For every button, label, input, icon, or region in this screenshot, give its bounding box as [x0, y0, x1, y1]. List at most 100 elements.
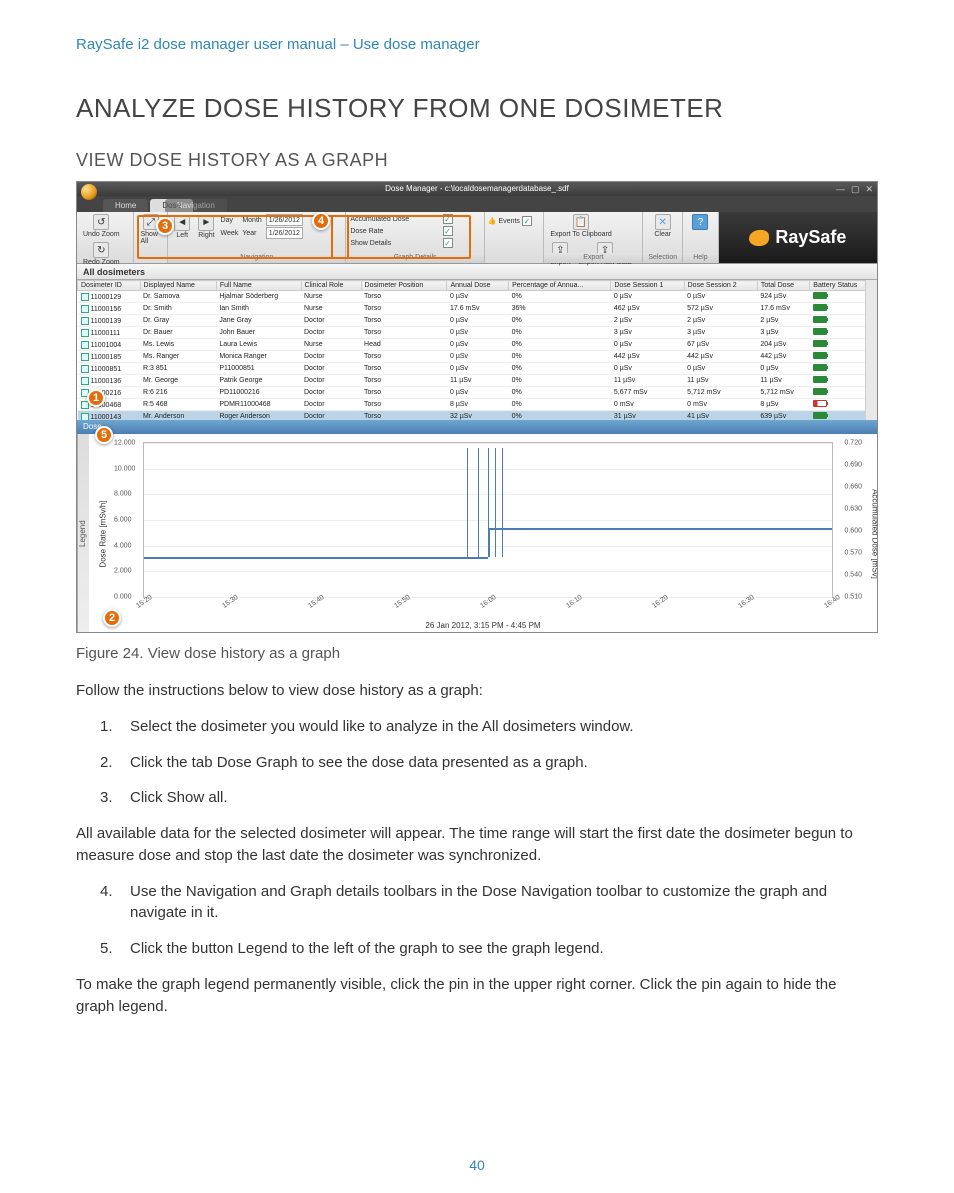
table-header[interactable]: Percentage of Annua... [509, 281, 611, 291]
ribbon-group-label: Export [544, 253, 642, 263]
table-header[interactable]: Annual Dose [447, 281, 509, 291]
table-cell: 11000851 [78, 363, 141, 375]
ribbon-group-graph-details: Accumulated Dose ✓ Dose Rate ✓ Show Detail… [346, 212, 485, 263]
ribbon-group-export: 📋Export To Clipboard ⇪Export ⇪Export Raw… [544, 212, 643, 263]
table-cell: Doctor [301, 327, 361, 339]
step-item: Click Show all. [100, 787, 878, 809]
export-clipboard-button[interactable]: 📋Export To Clipboard [548, 214, 613, 238]
ribbon-group-label: Graph Details [346, 253, 484, 263]
minimize-icon[interactable]: — [836, 182, 845, 196]
nav-right-button[interactable]: ►Right [196, 215, 216, 239]
table-row[interactable]: 11000111Dr. BauerJohn BauerDoctorTorso0 … [78, 327, 877, 339]
nav-date-to[interactable]: 1/26/2012 [266, 227, 303, 239]
table-cell: R:3 851 [140, 363, 216, 375]
table-cell: 11 µSv [611, 375, 684, 387]
step-item: Use the Navigation and Graph details too… [100, 881, 878, 925]
table-cell: 0 µSv [447, 363, 509, 375]
table-header[interactable]: Displayed Name [140, 281, 216, 291]
table-cell: 0% [509, 387, 611, 399]
nav-day-label: Day [221, 217, 239, 224]
table-row[interactable]: 11000468R:5 468PDMR11000468DoctorTorso8 … [78, 399, 877, 411]
y2-axis-label: Accumulated Dose [mSv] [871, 489, 879, 579]
table-row[interactable]: 11000139Dr. GrayJane GrayDoctorTorso0 µS… [78, 315, 877, 327]
clear-selection-button[interactable]: ✕Clear [647, 214, 678, 238]
table-cell: 0% [509, 339, 611, 351]
table-row[interactable]: 11000136Mr. GeorgePatrik GeorgeDoctorTor… [78, 375, 877, 387]
table-cell: 11 µSv [757, 375, 809, 387]
table-cell: PD11000216 [216, 387, 301, 399]
table-cell: 0 µSv [447, 291, 509, 303]
undo-zoom-button[interactable]: ↺Undo Zoom [81, 214, 122, 238]
table-cell: Nurse [301, 339, 361, 351]
callout-5: 5 [95, 426, 113, 444]
show-details-checkbox[interactable]: ✓ [443, 238, 453, 248]
table-cell: 41 µSv [684, 411, 757, 421]
table-header[interactable]: Dose Session 2 [684, 281, 757, 291]
table-header[interactable]: Dose Session 1 [611, 281, 684, 291]
ribbon-group-help: ? Help [683, 212, 719, 263]
table-cell: 0% [509, 327, 611, 339]
table-header[interactable]: Total Dose [757, 281, 809, 291]
nav-left-button[interactable]: ◄Left [172, 215, 192, 239]
table-scrollbar[interactable] [865, 280, 877, 420]
table-cell: 0 µSv [447, 327, 509, 339]
table-cell: 11 µSv [447, 375, 509, 387]
table-cell: 462 µSv [611, 303, 684, 315]
table-cell: Torso [361, 303, 447, 315]
acc-dose-checkbox[interactable]: ✓ [443, 214, 453, 224]
table-cell: 11000136 [78, 375, 141, 387]
ribbon-tab-navigation[interactable]: Navigation [165, 199, 227, 212]
redo-icon: ↻ [93, 242, 109, 258]
show-details-label: Show Details [350, 240, 436, 247]
legend-button[interactable]: Legend [77, 434, 89, 633]
table-header[interactable]: Full Name [216, 281, 301, 291]
table-cell: 0 µSv [757, 363, 809, 375]
table-row[interactable]: 11000129Dr. SamovaHjalmar SöderbergNurse… [78, 291, 877, 303]
table-row[interactable]: 11000143Mr. AndersonRoger AndersonDoctor… [78, 411, 877, 421]
close-icon[interactable]: ✕ [865, 182, 873, 196]
ribbon-group-zoom: ↺Undo Zoom ↻Redo Zoom [77, 212, 134, 263]
table-cell: Nurse [301, 303, 361, 315]
table-header[interactable]: Clinical Role [301, 281, 361, 291]
table-cell: Torso [361, 327, 447, 339]
y-axis-label: Dose Rate [mSv/h] [99, 500, 108, 567]
ribbon-group-label: Navigation [168, 253, 345, 263]
help-button[interactable]: ? [687, 214, 714, 231]
y-tick: 4.000 [114, 542, 132, 549]
table-header[interactable]: Dosimeter Position [361, 281, 447, 291]
table-header[interactable]: Dosimeter ID [78, 281, 141, 291]
table-row[interactable]: 11001004Ms. LewisLaura LewisNurseHead0 µ… [78, 339, 877, 351]
nav-year-label: Year [242, 230, 261, 237]
redo-zoom-button[interactable]: ↻Redo Zoom [81, 242, 122, 266]
table-cell: Doctor [301, 375, 361, 387]
dose-rate-label: Dose Rate [350, 228, 436, 235]
table-cell: 32 µSv [447, 411, 509, 421]
ribbon-tab-home[interactable]: Home [103, 199, 148, 212]
table-cell: Mr. Anderson [140, 411, 216, 421]
table-row[interactable]: 11000185Ms. RangerMonica RangerDoctorTor… [78, 351, 877, 363]
acc-dose-label: Accumulated Dose [350, 216, 436, 223]
table-row[interactable]: 11000851R:3 851P11000851DoctorTorso0 µSv… [78, 363, 877, 375]
nav-date-from[interactable]: 1/26/2012 [266, 214, 303, 226]
x-tick: 15:20 [135, 594, 153, 610]
table-cell: Roger Anderson [216, 411, 301, 421]
app-titlebar: Dose Manager - c:\localdosemanagerdataba… [77, 182, 877, 196]
table-cell: 924 µSv [757, 291, 809, 303]
arrow-right-icon: ► [198, 215, 214, 231]
dose-rate-checkbox[interactable]: ✓ [443, 226, 453, 236]
table-row[interactable]: 11000216R:6 216PD11000216DoctorTorso0 µS… [78, 387, 877, 399]
table-cell: 11000139 [78, 315, 141, 327]
table-cell: Ms. Lewis [140, 339, 216, 351]
maximize-icon[interactable]: ▢ [851, 182, 860, 196]
table-cell: 0% [509, 399, 611, 411]
table-cell: Torso [361, 315, 447, 327]
table-cell: 31 µSv [611, 411, 684, 421]
table-cell: 442 µSv [611, 351, 684, 363]
dosimeter-table[interactable]: Dosimeter IDDisplayed NameFull NameClini… [77, 280, 877, 420]
table-row[interactable]: 11000156Dr. SmithIan SmithNurseTorso17.6… [78, 303, 877, 315]
chart-plot[interactable]: 0.0002.0004.0006.0008.00010.00012.0000.5… [143, 442, 833, 598]
y2-tick: 0.570 [844, 550, 862, 557]
app-orb-icon[interactable] [81, 184, 97, 200]
table-cell: Doctor [301, 411, 361, 421]
callout-3: 3 [156, 217, 174, 235]
